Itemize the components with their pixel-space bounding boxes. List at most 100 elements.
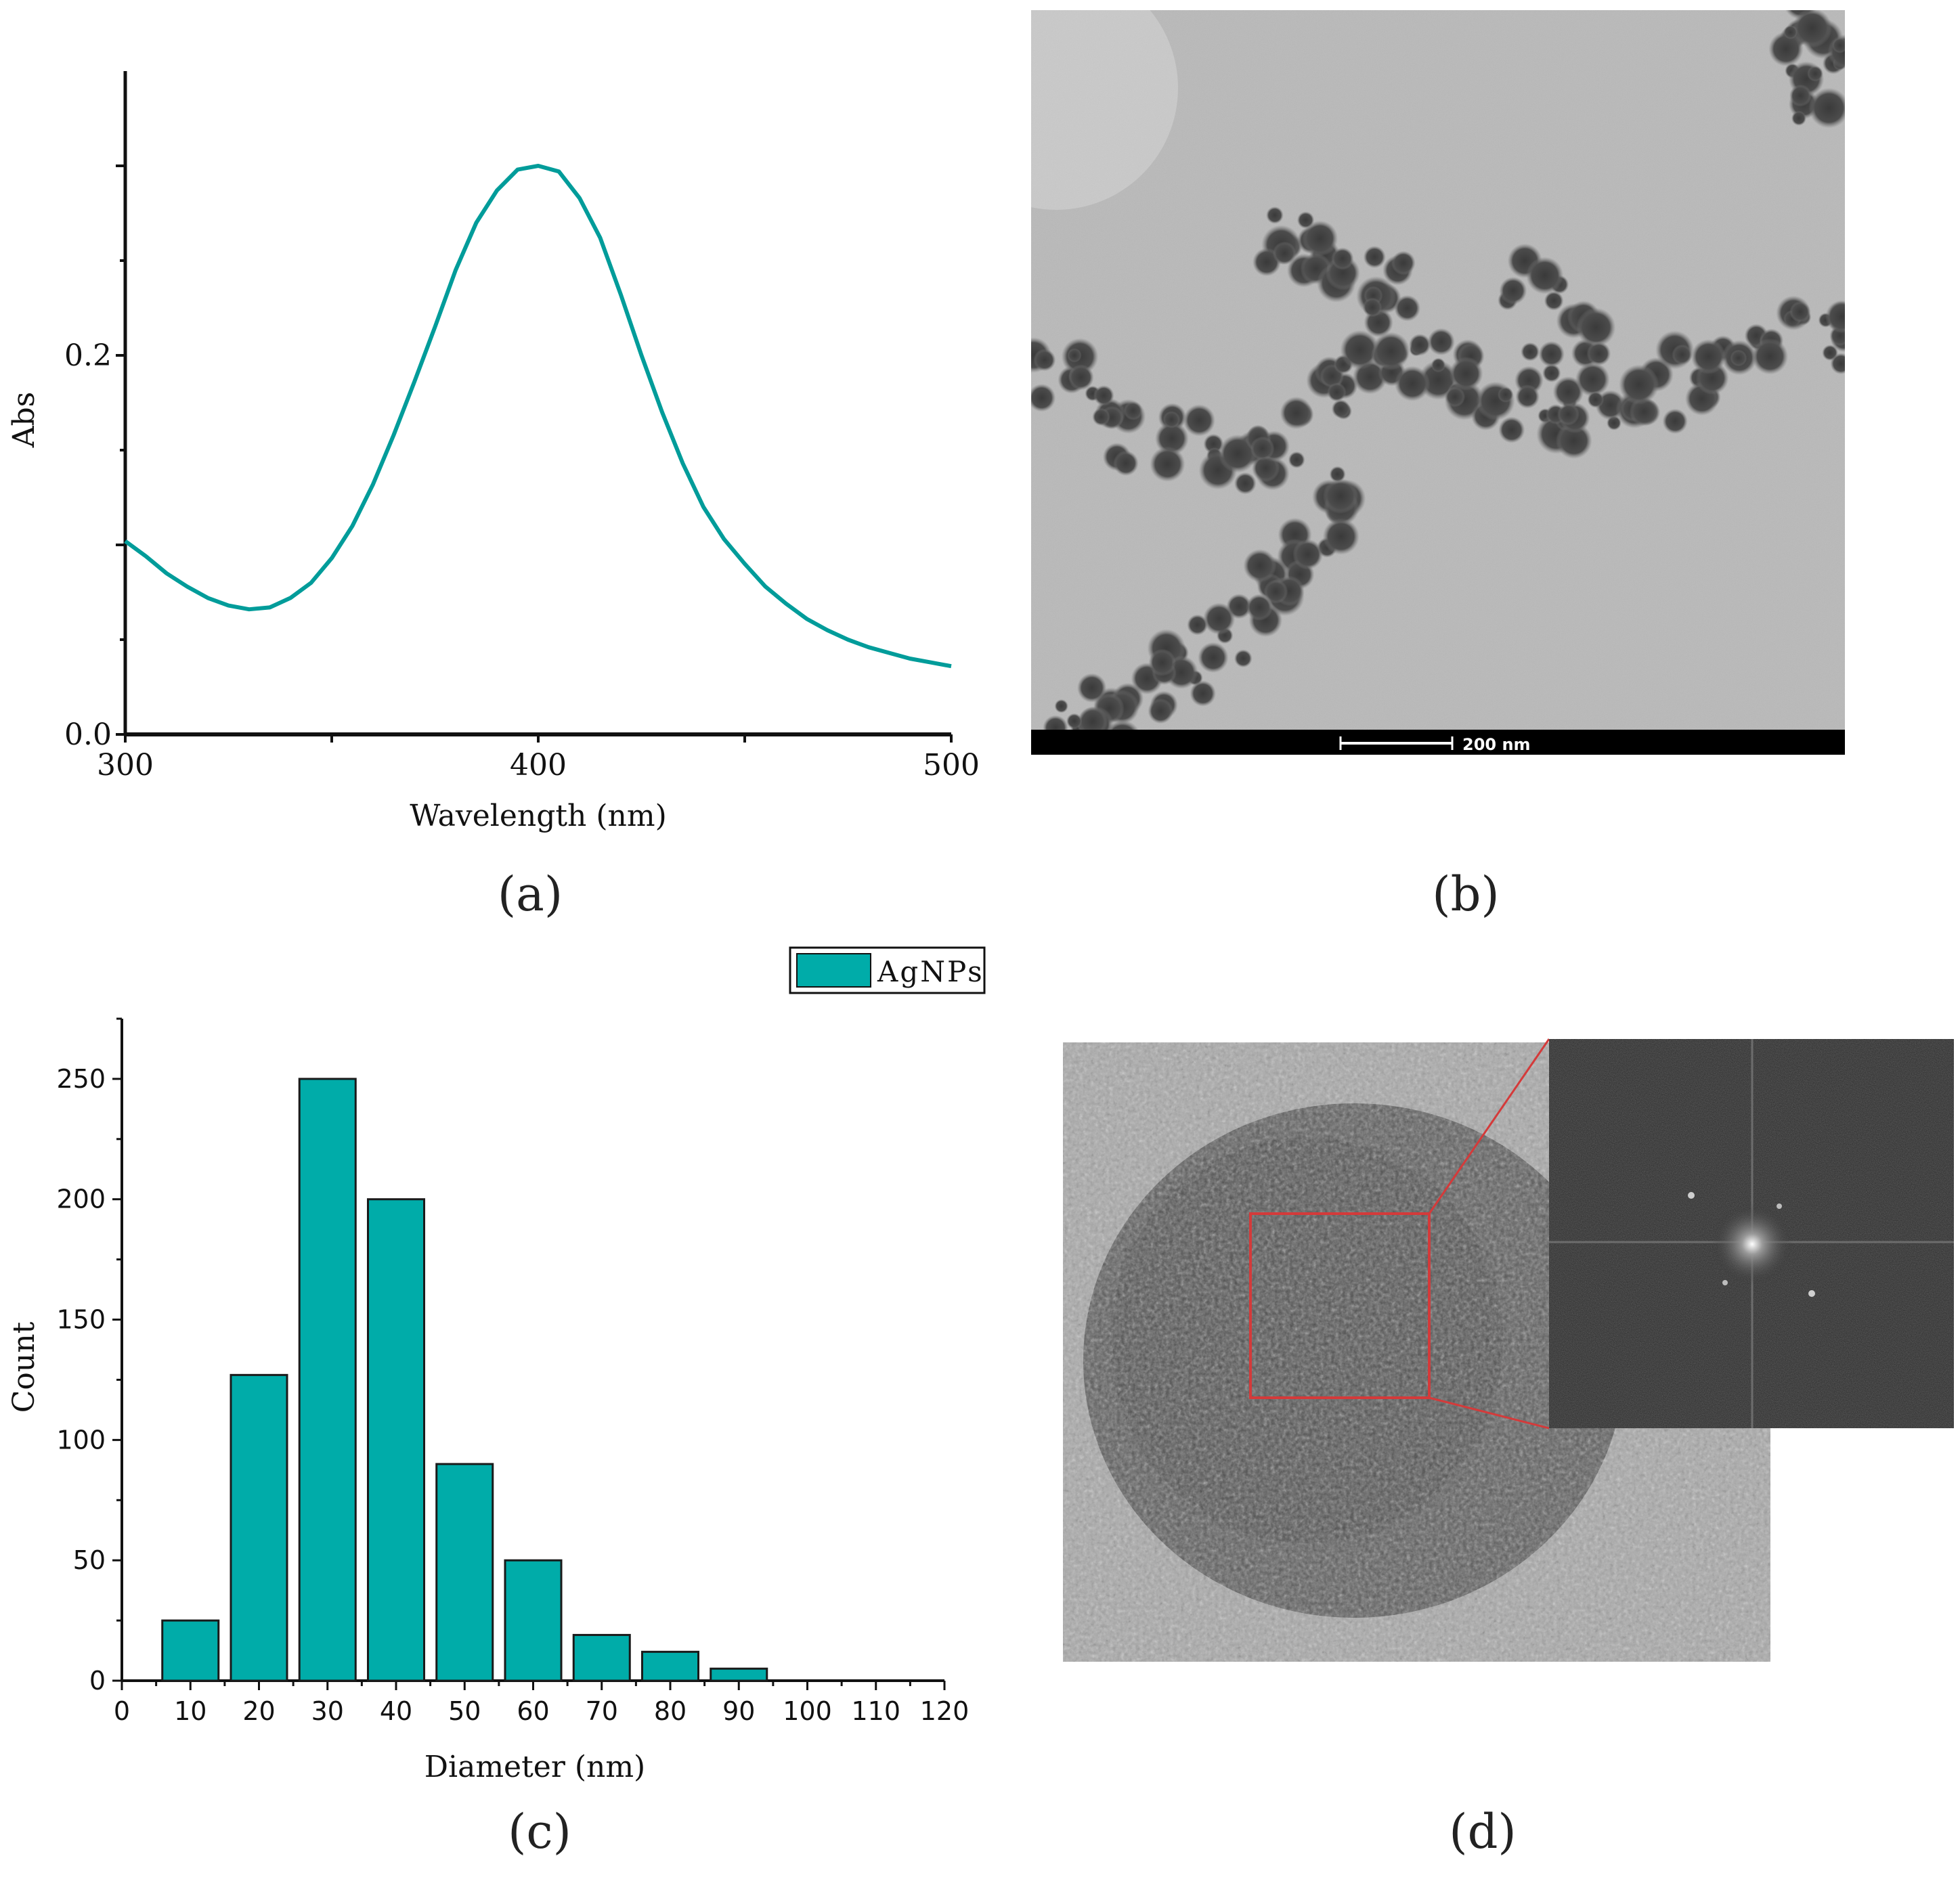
inset-connector-bottom (1429, 1396, 1550, 1430)
tem-nanoparticle (1329, 466, 1346, 483)
tem-nanoparticle (1292, 539, 1324, 570)
tem-nanoparticle-clusters (984, 10, 1845, 755)
tem-nanoparticle (1557, 403, 1580, 426)
legend-label: AgNPs (877, 955, 984, 988)
tem-nanoparticle (1280, 396, 1313, 430)
histogram-legend: AgNPs (789, 946, 986, 994)
tem-nanoparticle (1586, 341, 1611, 366)
tem-nanoparticle (1789, 84, 1812, 107)
histogram-bar (640, 1650, 700, 1682)
tem-nanoparticle (1113, 450, 1139, 477)
tem-nanoparticle (1751, 338, 1789, 375)
histogram-y-tick-label: 50 (73, 1545, 106, 1575)
tem-nanoparticle (1331, 399, 1351, 418)
hrtem-image (1063, 1038, 1954, 1662)
tem-nanoparticle (1372, 332, 1410, 370)
histogram-x-tick-label: 80 (654, 1696, 687, 1726)
tem-image: 200 nm (984, 10, 1845, 755)
histogram-bar (298, 1078, 357, 1682)
tem-nanoparticle (1246, 594, 1273, 621)
uv-vis-axes (116, 71, 953, 743)
histogram-y-axis-label: Count (7, 1321, 41, 1413)
uv-vis-x-tick-label: 500 (923, 748, 980, 782)
uv-vis-x-tick-label: 400 (510, 748, 567, 782)
tem-nanoparticle (1825, 300, 1845, 334)
histogram-x-tick-label: 60 (517, 1696, 549, 1726)
uv-vis-y-tick-label: 0.0 (64, 717, 112, 752)
tem-nanoparticle (1093, 385, 1114, 406)
histogram-x-axis-label: Diameter (nm) (424, 1750, 645, 1784)
tem-nanoparticle (1445, 386, 1466, 407)
caption-c: (c) (508, 1804, 571, 1859)
histogram-x-tick-label: 40 (380, 1696, 412, 1726)
tem-nanoparticle (1449, 357, 1483, 391)
tem-nanoparticle (1302, 220, 1338, 257)
tem-nanoparticle (1162, 411, 1181, 428)
tem-nanoparticle (1031, 384, 1056, 412)
tem-nanoparticle (1587, 391, 1605, 408)
uv-vis-y-tick-label: 0.2 (64, 338, 112, 373)
tem-nanoparticle (1408, 334, 1431, 356)
fft-diffraction-spot (1777, 1203, 1782, 1209)
tem-nanoparticle (1521, 342, 1540, 361)
tem-nanoparticle (1263, 579, 1288, 604)
hrtem-selection-box (1249, 1212, 1431, 1399)
tem-nanoparticle (1331, 247, 1354, 270)
tem-nanoparticle (1362, 297, 1382, 317)
tem-nanoparticle (1187, 614, 1208, 636)
tem-nanoparticle (1808, 87, 1845, 129)
tem-nanoparticle (1340, 330, 1380, 370)
tem-nanoparticle (1575, 362, 1610, 397)
tem-nanoparticle (1054, 699, 1068, 713)
tem-nanoparticle (984, 364, 1017, 397)
histogram-x-tick-label: 20 (242, 1696, 275, 1726)
tem-nanoparticle (1123, 401, 1143, 420)
tem-nanoparticle (1076, 673, 1107, 703)
tem-nanoparticle (1327, 382, 1347, 402)
histogram-y-tick-label: 100 (56, 1425, 106, 1455)
histogram-bar (435, 1463, 494, 1682)
uv-vis-x-tick-label: 300 (97, 748, 154, 782)
tem-nanoparticle (1394, 366, 1431, 401)
histogram-bars (161, 1078, 768, 1682)
tem-nanoparticle (1576, 307, 1616, 347)
tem-nanoparticle (1068, 364, 1094, 391)
tem-nanoparticle (1672, 344, 1693, 365)
histogram-x-tick-label: 110 (851, 1696, 900, 1726)
histogram-y-tick-label: 0 (89, 1666, 106, 1696)
histogram-x-tick-label: 10 (174, 1696, 206, 1726)
uv-vis-tick-labels: 300 400 500 0.0 0.2 (64, 338, 980, 782)
inset-connector-top (1428, 1038, 1550, 1214)
scale-bar-label: 200 nm (1462, 735, 1531, 754)
histogram-x-tick-label: 70 (586, 1696, 618, 1726)
histogram-x-tick-label: 100 (783, 1696, 832, 1726)
histogram-bar (504, 1559, 563, 1682)
tem-nanoparticle (1791, 110, 1807, 126)
caption-b: (b) (1432, 866, 1500, 922)
tem-nanoparticle (1499, 277, 1527, 305)
tem-nanoparticle (1619, 364, 1659, 405)
tem-nanoparticle (1322, 518, 1359, 555)
tem-nanoparticle (1031, 368, 1032, 376)
tem-nanoparticle (1266, 206, 1284, 224)
tem-nanoparticle (1730, 349, 1747, 367)
tem-nanoparticle (1391, 250, 1416, 275)
tem-nanoparticle (1544, 291, 1564, 311)
tem-nanoparticle (1198, 642, 1229, 673)
histogram-bar (161, 1619, 220, 1682)
legend-swatch (796, 953, 871, 988)
tem-nanoparticle (1272, 241, 1297, 265)
tem-nanoparticle (1498, 386, 1514, 403)
tem-nanoparticle (1832, 37, 1845, 53)
tem-nanoparticle (1431, 357, 1446, 373)
tem-nanoparticle (1234, 472, 1257, 495)
tem-nanoparticle (1427, 328, 1455, 356)
tem-nanoparticle (1394, 294, 1421, 322)
tem-nanoparticle (1498, 416, 1525, 443)
tem-nanoparticle (1183, 404, 1216, 437)
histogram-bar (710, 1667, 768, 1682)
histogram-y-tick-label: 200 (56, 1185, 106, 1214)
tem-nanoparticle (1092, 407, 1110, 426)
tem-nanoparticle (1148, 648, 1176, 676)
